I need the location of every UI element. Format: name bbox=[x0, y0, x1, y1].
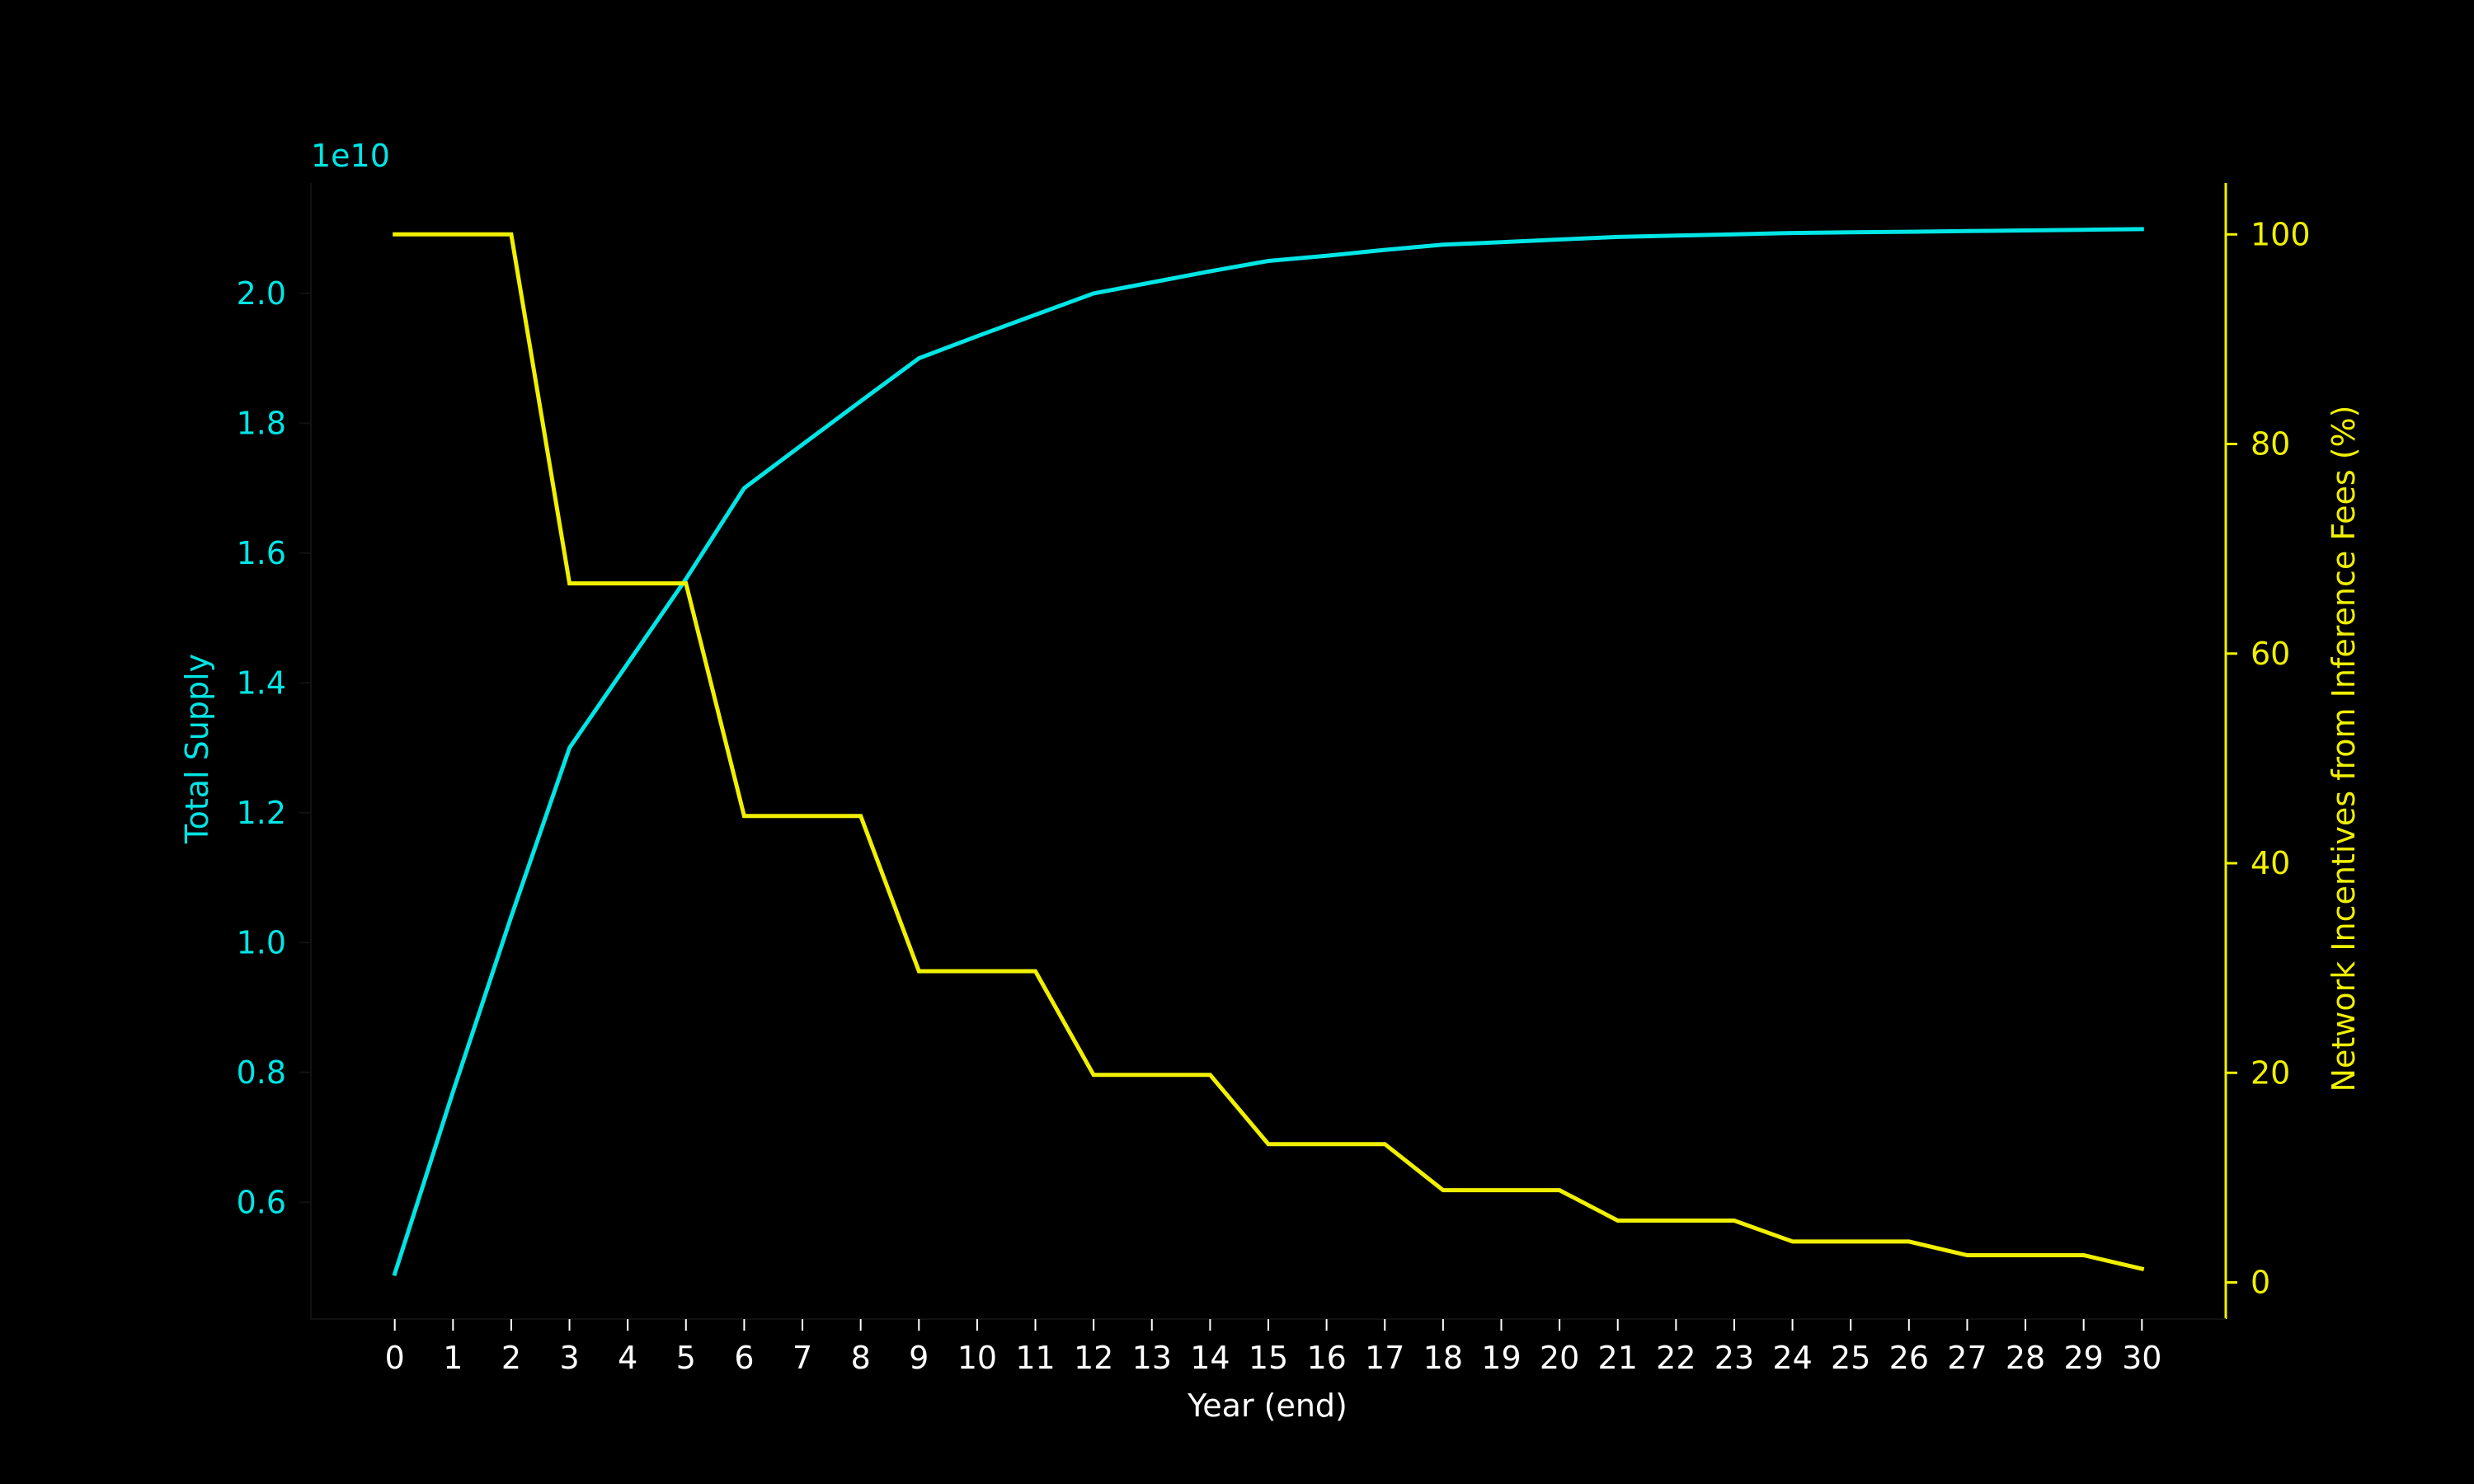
left-tick-label: 1.6 bbox=[237, 535, 286, 571]
right-tick-label: 0 bbox=[2251, 1265, 2270, 1301]
right-tick-label: 40 bbox=[2251, 845, 2290, 881]
x-tick-label: 25 bbox=[1831, 1340, 1870, 1376]
x-tick-label: 8 bbox=[851, 1340, 871, 1376]
x-tick-label: 1 bbox=[443, 1340, 463, 1376]
x-tick-label: 18 bbox=[1423, 1340, 1463, 1376]
series-lines bbox=[392, 227, 2145, 1277]
x-tick-label: 20 bbox=[1540, 1340, 1579, 1376]
x-tick-label: 6 bbox=[734, 1340, 754, 1376]
x-tick-label: 21 bbox=[1598, 1340, 1638, 1376]
total-supply-line bbox=[392, 227, 2144, 1277]
x-tick-label: 27 bbox=[1947, 1340, 1987, 1376]
left-y-axis: 0.6 0.8 1.0 1.2 1.4 1.6 1.8 2.0 bbox=[237, 183, 312, 1319]
left-tick-label: 1.4 bbox=[237, 665, 286, 701]
x-tick-label: 3 bbox=[559, 1340, 579, 1376]
x-tick-label: 12 bbox=[1074, 1340, 1113, 1376]
right-tick-label: 100 bbox=[2251, 216, 2311, 252]
left-tick-label: 0.6 bbox=[237, 1184, 286, 1220]
x-tick-label: 30 bbox=[2122, 1340, 2161, 1376]
x-tick-label: 24 bbox=[1772, 1340, 1812, 1376]
x-tick-label: 19 bbox=[1481, 1340, 1521, 1376]
x-tick-label: 17 bbox=[1365, 1340, 1404, 1376]
left-tick-label: 1.2 bbox=[237, 795, 286, 831]
x-tick-label: 0 bbox=[385, 1340, 405, 1376]
left-tick-label: 2.0 bbox=[237, 275, 286, 312]
x-tick-label: 10 bbox=[957, 1340, 997, 1376]
right-tick-label: 60 bbox=[2251, 636, 2290, 672]
x-tick-label: 26 bbox=[1889, 1340, 1929, 1376]
left-tick-label: 0.8 bbox=[237, 1054, 286, 1091]
left-tick-label: 1.0 bbox=[237, 924, 286, 960]
x-tick-label: 16 bbox=[1306, 1340, 1346, 1376]
x-tick-label: 5 bbox=[676, 1340, 696, 1376]
left-offset-text: 1e10 bbox=[311, 138, 390, 174]
x-tick-label: 7 bbox=[793, 1340, 812, 1376]
x-tick-label: 11 bbox=[1015, 1340, 1055, 1376]
x-tick-label: 4 bbox=[618, 1340, 637, 1376]
left-tick-label: 1.8 bbox=[237, 405, 286, 441]
inference-fees-line bbox=[393, 232, 2145, 1272]
x-axis: 0 1 2 3 4 5 6 7 8 9 10 11 12 13 14 15 16 17 18 19 20 21 22 23 24… bbox=[311, 1318, 2226, 1376]
right-axis-title: Network Incentives from Inference Fees (… bbox=[2326, 406, 2362, 1092]
x-tick-label: 28 bbox=[2006, 1340, 2045, 1376]
x-tick-label: 23 bbox=[1714, 1340, 1754, 1376]
right-tick-label: 20 bbox=[2251, 1054, 2290, 1091]
x-tick-label: 9 bbox=[909, 1340, 929, 1376]
x-tick-label: 22 bbox=[1656, 1340, 1696, 1376]
x-tick-label: 13 bbox=[1132, 1340, 1172, 1376]
right-tick-label: 80 bbox=[2251, 426, 2290, 463]
x-tick-label: 29 bbox=[2064, 1340, 2104, 1376]
left-axis-title: Total Supply bbox=[179, 654, 215, 844]
x-axis-title: Year (end) bbox=[1187, 1388, 1348, 1424]
x-tick-label: 14 bbox=[1190, 1340, 1230, 1376]
x-tick-label: 15 bbox=[1249, 1340, 1288, 1376]
right-y-axis: 0 20 40 60 80 100 bbox=[2224, 183, 2311, 1319]
x-tick-label: 2 bbox=[501, 1340, 521, 1376]
